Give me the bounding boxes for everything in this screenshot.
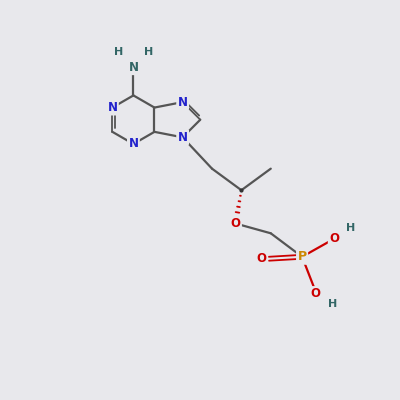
Text: N: N xyxy=(107,101,117,114)
Text: O: O xyxy=(311,288,321,300)
Text: H: H xyxy=(114,47,123,57)
Text: H: H xyxy=(144,47,153,57)
Text: N: N xyxy=(128,138,138,150)
Text: H: H xyxy=(328,299,337,309)
Text: O: O xyxy=(329,232,339,245)
Text: H: H xyxy=(346,223,356,233)
Text: P: P xyxy=(298,250,307,263)
Text: O: O xyxy=(257,252,267,265)
Text: N: N xyxy=(178,96,188,108)
Text: N: N xyxy=(128,61,138,74)
Text: N: N xyxy=(178,131,188,144)
Text: O: O xyxy=(230,217,240,230)
